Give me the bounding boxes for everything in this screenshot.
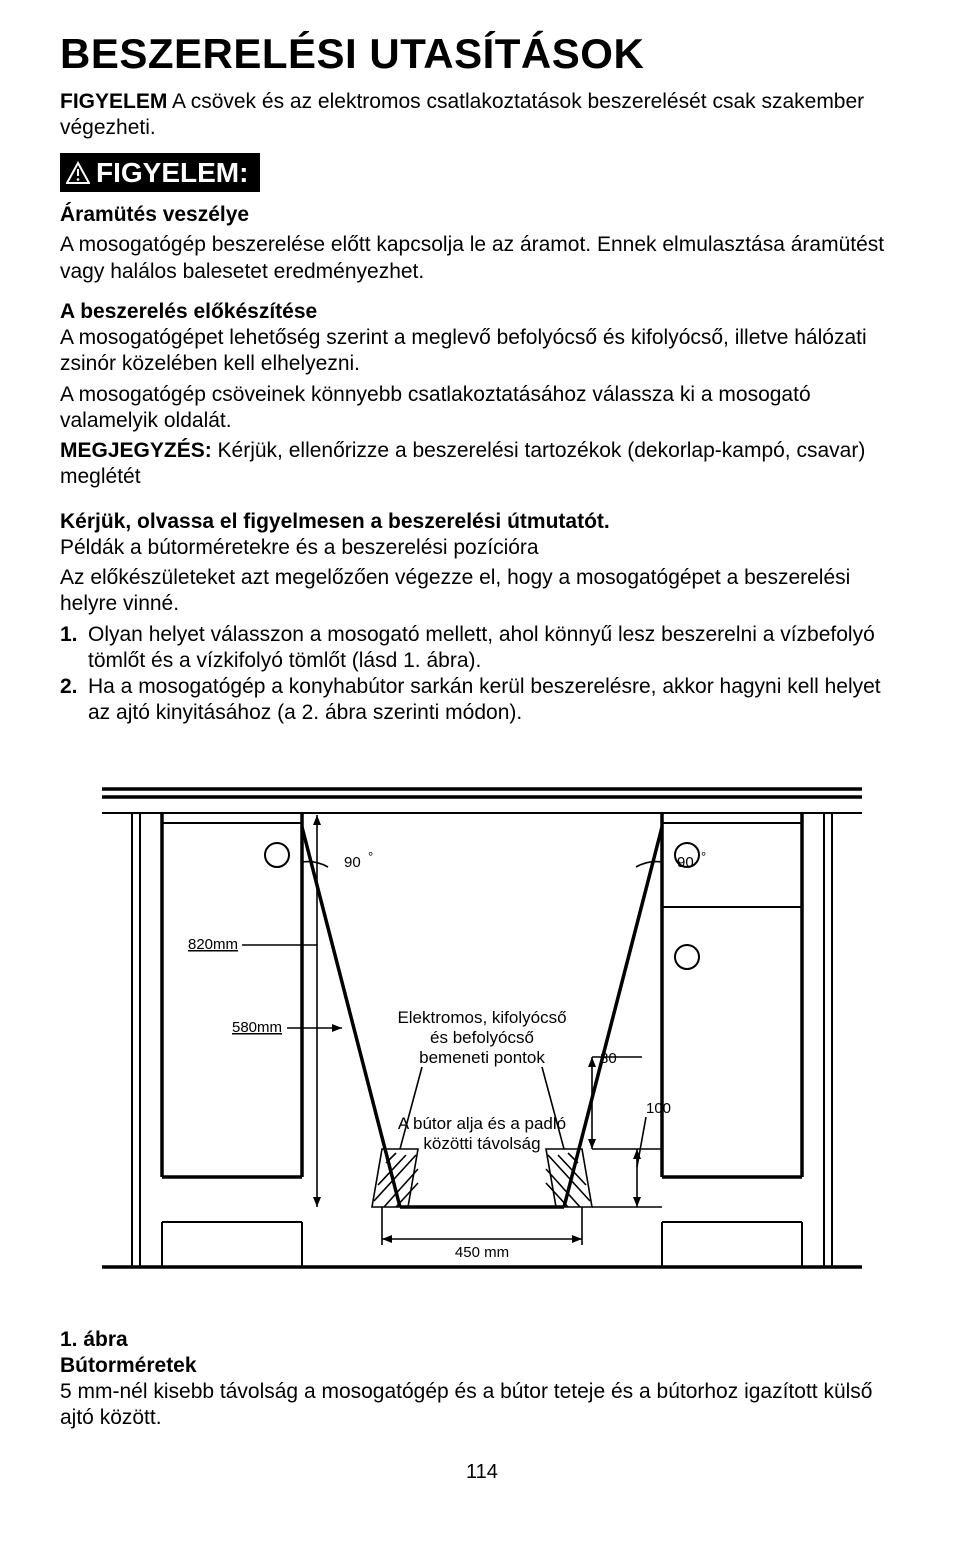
shock-body: A mosogatógép beszerelése előtt kapcsolj… [60, 232, 904, 285]
list-number: 2. [60, 674, 82, 727]
hatch-left [372, 1149, 418, 1207]
dim-580-label: 580mm [232, 1019, 282, 1036]
list-number: 1. [60, 622, 82, 675]
list-text: Ha a mosogatógép a konyhabútor sarkán ke… [88, 674, 904, 727]
list-item-1: 1. Olyan helyet válasszon a mosogató mel… [60, 622, 904, 675]
inlet-label-2: és befolyócső [430, 1028, 534, 1047]
list-item-2: 2. Ha a mosogatógép a konyhabútor sarkán… [60, 674, 904, 727]
read-heading: Kérjük, olvassa el figyelmesen a beszere… [60, 509, 904, 535]
dim-820-label: 820mm [188, 936, 238, 953]
warning-label: FIGYELEM: [96, 155, 248, 190]
prep-body-2: A mosogatógép csöveinek könnyebb csatlak… [60, 382, 904, 435]
warning-icon [66, 161, 90, 185]
list-text: Olyan helyet válasszon a mosogató mellet… [88, 622, 904, 675]
installation-diagram: 90 ° 90 ° 820mm 580mm Elektro [60, 767, 904, 1287]
read-body-2: Az előkészületeket azt megelőzően végezz… [60, 565, 904, 618]
page-title: BESZERELÉSI UTASÍTÁSOK [60, 28, 904, 81]
note-label: MEGJEGYZÉS: [60, 439, 212, 462]
intro-paragraph: FIGYELEM A csövek és az elektromos csatl… [60, 89, 904, 142]
prep-heading: A beszerelés előkészítése [60, 299, 904, 325]
floor-label-1: A bútor alja és a padló [398, 1114, 566, 1133]
angle-left-label: 90 [344, 854, 361, 871]
inlet-label-1: Elektromos, kifolyócső [397, 1008, 566, 1027]
deg-symbol: ° [701, 849, 706, 864]
read-body-1: Példák a bútorméretekre és a beszerelési… [60, 535, 904, 561]
floor-label-2: közötti távolság [423, 1134, 540, 1153]
figure-body: 5 mm-nél kisebb távolság a mosogatógép é… [60, 1379, 904, 1432]
intro-label: FIGYELEM [60, 90, 167, 113]
intro-text: A csövek és az elektromos csatlakoztatás… [60, 90, 864, 139]
hatch-right [546, 1149, 592, 1207]
figure-caption: 1. ábra Bútorméretek 5 mm-nél kisebb táv… [60, 1327, 904, 1432]
figure-heading: Bútorméretek [60, 1353, 904, 1379]
page-number: 114 [60, 1460, 904, 1485]
dim-450-label: 450 mm [455, 1244, 509, 1261]
prep-body-1: A mosogatógépet lehetőség szerint a megl… [60, 325, 904, 378]
inlet-label-3: bemeneti pontok [419, 1048, 545, 1067]
note-paragraph: MEGJEGYZÉS: Kérjük, ellenőrizze a beszer… [60, 438, 904, 491]
deg-symbol: ° [368, 849, 373, 864]
dim-100-label: 100 [646, 1100, 671, 1117]
figure-label: 1. ábra [60, 1327, 904, 1353]
dim-80-label: 80 [600, 1050, 617, 1067]
angle-right-label: 90 [677, 854, 694, 871]
warning-band: FIGYELEM: [60, 153, 260, 192]
shock-heading: Áramütés veszélye [60, 202, 904, 228]
